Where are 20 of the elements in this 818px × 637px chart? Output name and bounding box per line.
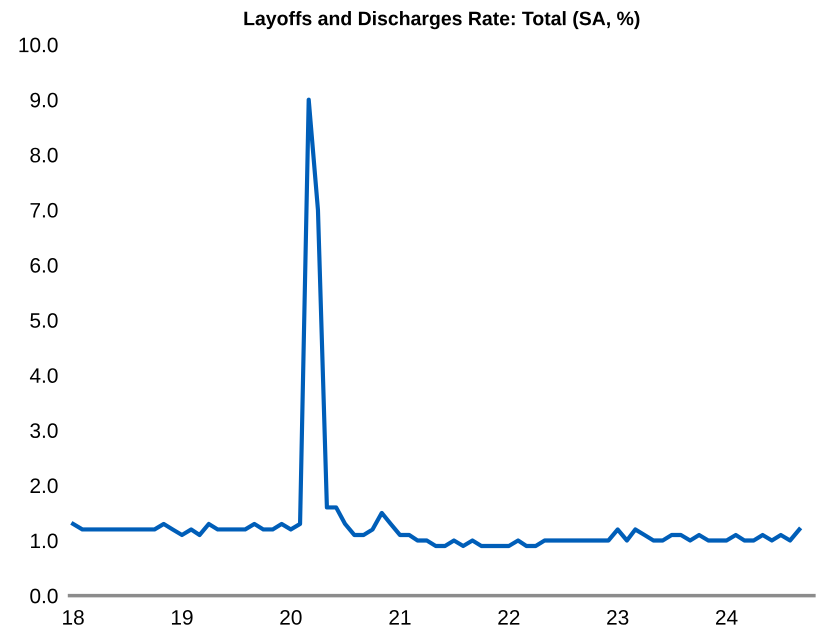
line-series <box>71 98 802 548</box>
y-tick-label: 2.0 <box>30 478 58 494</box>
y-tick-label: 0.0 <box>30 588 58 604</box>
y-tick-label: 3.0 <box>30 423 58 438</box>
y-tick-label: 1.0 <box>31 533 58 548</box>
x-tick-label: 18 <box>63 610 84 625</box>
y-tick-label: 6.0 <box>30 258 58 273</box>
y-tick-label: 7.0 <box>30 202 58 218</box>
x-tick-label: 23 <box>607 610 628 625</box>
x-tick-label: 20 <box>280 610 302 625</box>
y-tick-label: 5.0 <box>30 313 58 328</box>
x-tick-label: 19 <box>172 610 193 625</box>
chart-title: Layoffs and Discharges Rate: Total (SA, %) <box>244 11 640 30</box>
y-tick-label: 4.0 <box>30 368 58 383</box>
y-tick-label: 9.0 <box>30 92 58 108</box>
x-tick-label: 24 <box>716 610 738 625</box>
y-tick-label: 10.0 <box>19 38 58 52</box>
x-tick-label: 22 <box>498 610 520 625</box>
x-tick-label: 21 <box>389 610 411 625</box>
y-tick-label: 8.0 <box>30 148 58 163</box>
